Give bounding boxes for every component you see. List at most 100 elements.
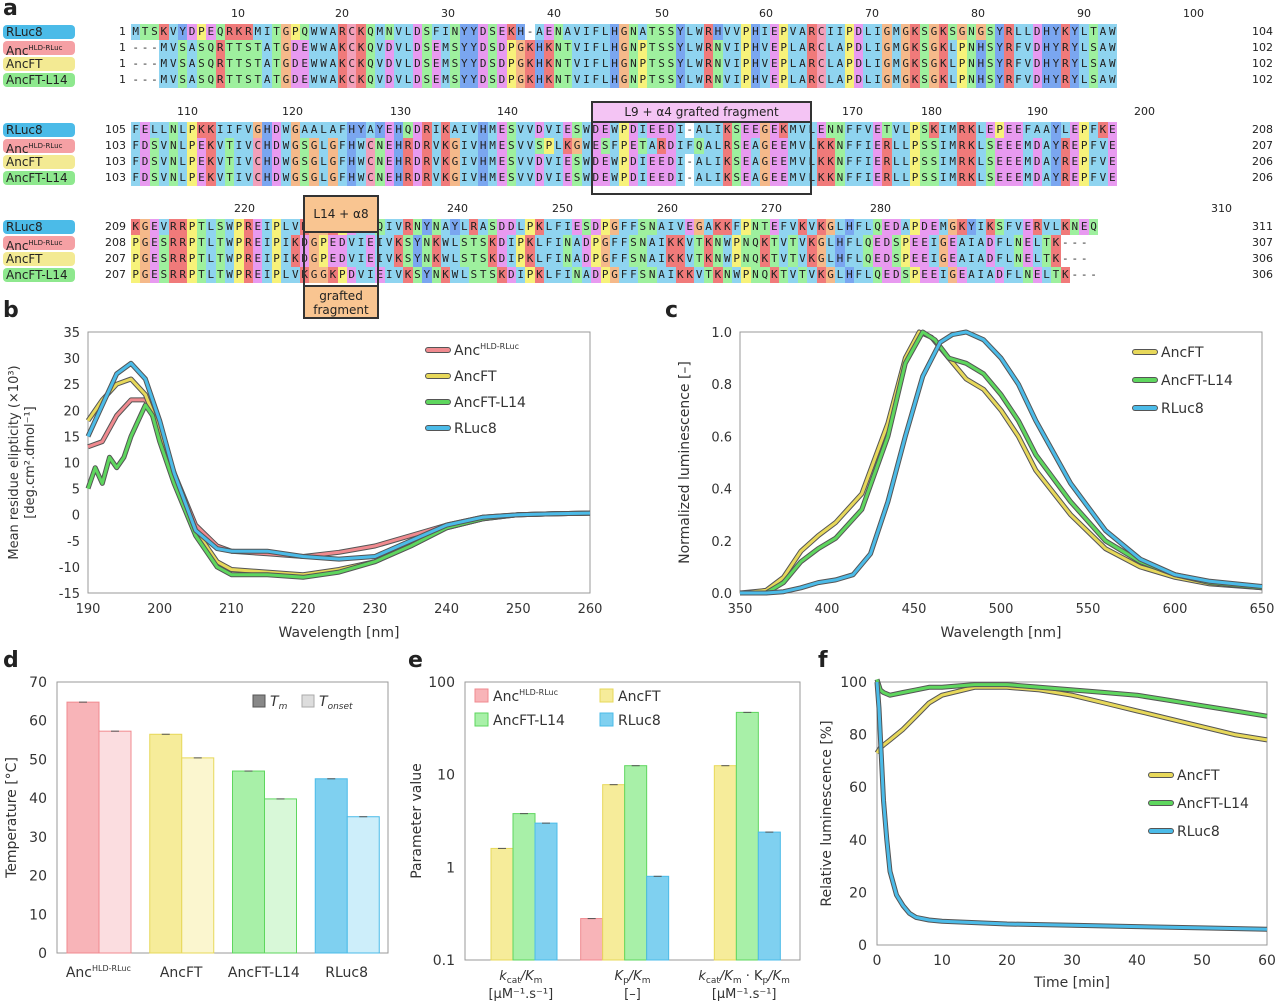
y-tick-label: 20 xyxy=(63,404,80,419)
x-tick-label: 550 xyxy=(1076,602,1101,617)
y-tick-label: 100 xyxy=(840,675,867,691)
y-axis-label: Normalized luminescence [–] xyxy=(677,361,693,564)
group-label-part: k xyxy=(698,969,706,984)
category-label: RLuc8 xyxy=(325,965,368,981)
sequence-start: 1 xyxy=(119,73,126,86)
category-label-sup: HLD-RLuc xyxy=(92,964,131,973)
legend-item-label-sup: HLD-RLuc xyxy=(480,342,519,351)
plot-frame xyxy=(87,331,591,594)
bar-tm xyxy=(149,733,183,954)
sequence-name-text: RLuc8 xyxy=(6,25,43,39)
bar-tonset xyxy=(98,730,132,954)
y-tick-label: 10 xyxy=(437,768,455,784)
category-label: AncFT xyxy=(160,965,203,981)
x-tick-label: 650 xyxy=(1250,602,1275,617)
y-tick-label: 0.6 xyxy=(711,430,732,445)
position-tick: 40 xyxy=(547,7,561,20)
y-tick-label: 1.0 xyxy=(711,326,732,341)
series-line xyxy=(86,361,591,561)
alignment-row: AncFT 103 F D S V N L P E K V T I V C H D W G S G L G F H W C N E H R D R… xyxy=(0,154,1280,170)
group-label-part: cat xyxy=(507,976,521,986)
legend-item-label: AncFT xyxy=(1161,345,1204,361)
group-label: kcat/Km · Kp/Km xyxy=(698,969,790,986)
group-label-part: /K xyxy=(767,969,782,984)
series-line xyxy=(87,398,591,558)
series-group xyxy=(739,329,1263,596)
sequence-end: 102 xyxy=(1252,57,1273,70)
bar xyxy=(735,711,759,961)
position-tick: 310 xyxy=(1211,202,1232,215)
legend-swatch xyxy=(599,688,614,703)
legend-item-label: RLuc8 xyxy=(454,421,497,437)
bar-tm xyxy=(66,701,100,954)
y-tick-label: 25 xyxy=(63,378,80,393)
l9-fragment-label: L9 + α4 grafted fragment xyxy=(591,101,812,123)
sequence-start: 105 xyxy=(105,123,126,136)
cd-spectra-chart: 190 200 210 220 230 240 250 260 -15 -10 -5 0 5 10 15 20… xyxy=(7,326,602,641)
sequence-end: 311 xyxy=(1252,220,1273,233)
bar-tonset xyxy=(181,757,215,954)
series-line xyxy=(875,685,1268,754)
series-line xyxy=(875,681,1268,931)
sequence-name-text: Anc xyxy=(6,239,29,253)
y-tick-label: 0.0 xyxy=(711,587,732,602)
position-tick: 250 xyxy=(552,202,573,215)
legend-item-label: AncFT-L14 xyxy=(454,395,526,411)
y-tick-label: -5 xyxy=(67,535,80,550)
y-tick-label: 80 xyxy=(849,728,867,744)
legend-label: AncFT-L14 xyxy=(493,713,565,729)
sequence-name: RLuc8 xyxy=(3,220,75,234)
position-tick: 260 xyxy=(657,202,678,215)
x-tick-label: 20 xyxy=(998,953,1016,969)
legend-item-label: RLuc8 xyxy=(1161,401,1204,417)
position-tick: 80 xyxy=(971,7,985,20)
position-tick: 190 xyxy=(1027,105,1048,118)
sequence-residues: KGEVRRPTLSWPREIPLVKGGKPDVVQIVRNYNAYLRASD… xyxy=(131,219,1099,235)
y-tick-label: 70 xyxy=(29,675,47,691)
l14-fragment-sublabel-text: grafted fragment xyxy=(313,289,369,317)
sequence-end: 104 xyxy=(1252,25,1273,38)
x-tick-label: 350 xyxy=(728,602,753,617)
sequence-name: AncFT-L14 xyxy=(3,268,75,282)
sequence-end: 207 xyxy=(1252,139,1273,152)
series-line xyxy=(875,678,1268,718)
y-tick-label: 0.4 xyxy=(711,483,732,498)
y-tick-label: 50 xyxy=(29,752,47,768)
alignment-row: RLuc8 105 F E L L N L P K K I I F V G H D W G A A L A F H Y A Y E H Q D R… xyxy=(0,122,1280,138)
group-label-part: k xyxy=(499,969,507,984)
luminescence-spectra-chart: 350 400 450 500 550 600 650 0.0 0.2 0.4 0.6 0.8 1.0 W… xyxy=(677,326,1275,641)
bar xyxy=(534,822,558,961)
series-line xyxy=(739,330,1263,595)
legend-tonset-label: Tonset xyxy=(319,694,353,712)
bar xyxy=(757,831,781,961)
sequence-name-sup: HLD-RLuc xyxy=(28,142,63,150)
sequence-name: RLuc8 xyxy=(3,25,75,39)
y-tick-label: 60 xyxy=(849,780,867,796)
y-tick-label: 40 xyxy=(849,833,867,849)
alignment-row: AncHLD-RLuc 208 P G E S R R P T L T W P R E I P I K D G P E D V I E… xyxy=(0,235,1280,253)
alignment-row: AncHLD-RLuc 1 - - - M V S A S Q R T T S T A T G D E W W A K C K Q V D… xyxy=(0,40,1280,58)
bar xyxy=(580,918,604,961)
position-tick: 120 xyxy=(282,105,303,118)
legend-item-label: AncFT xyxy=(454,369,497,385)
alignment-row: RLuc8 209 KGEVRRPTLSWPREIPLVKGGKPDVVQIVRNY… xyxy=(0,219,1280,235)
group-label-part: /K xyxy=(719,969,734,984)
panel-letter-b: b xyxy=(3,298,19,323)
l9-fragment-box xyxy=(591,121,812,195)
sequence-end: 102 xyxy=(1252,73,1273,86)
sequence-end: 306 xyxy=(1252,268,1273,281)
sequence-name: AncHLD-RLuc xyxy=(3,236,75,253)
sequence-start: 1 xyxy=(119,25,126,38)
position-tick: 140 xyxy=(497,105,518,118)
series-line-outline xyxy=(85,360,591,562)
series-line xyxy=(740,330,1263,595)
group-label-part: m xyxy=(642,976,651,986)
alignment-row: AncHLD-RLuc 103 F D S V N L P E K V T I V C H D W G S G L G F H W C… xyxy=(0,138,1280,156)
bar xyxy=(602,784,626,961)
panel-letter-f: f xyxy=(818,648,828,673)
position-tick: 50 xyxy=(655,7,669,20)
y-tick-label: 0 xyxy=(72,509,80,524)
